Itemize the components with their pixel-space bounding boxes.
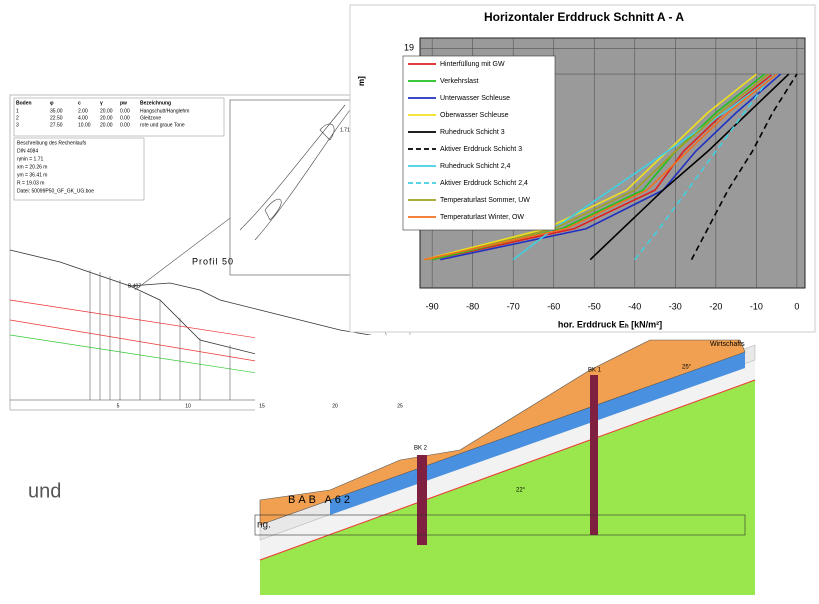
- info-box: [13, 137, 145, 201]
- table-cell: 10.00: [78, 122, 91, 128]
- borehole: [417, 455, 427, 545]
- table-cell: Gleitzone: [140, 115, 161, 121]
- info-line: DIN 4084: [17, 148, 38, 154]
- table-cell: 4.00: [78, 115, 88, 121]
- series-line: [512, 73, 778, 261]
- profile-band: [254, 514, 746, 536]
- table-cell: 35.00: [50, 108, 63, 114]
- text-fragment: ng.: [257, 520, 271, 531]
- section-drawing: [254, 335, 760, 597]
- angle-label: 25°: [682, 365, 692, 371]
- legend-label: Temperaturlast Sommer, UW: [440, 197, 530, 204]
- series-line: [423, 73, 757, 261]
- series-line: [634, 73, 774, 261]
- chart-title: Horizontaler Erddruck Schnitt A - A: [484, 10, 684, 24]
- table-cell: 1: [16, 108, 19, 114]
- y-tick-label: 19: [404, 43, 414, 53]
- slices: [89, 270, 231, 400]
- axis-label: 25: [397, 403, 403, 409]
- x-tick-label: 0: [794, 301, 799, 311]
- table-header: Bezeichnung: [140, 100, 171, 106]
- legend-label: Aktiver Erddruck Schicht 2,4: [440, 180, 528, 187]
- borehole-label: BK 1: [588, 368, 602, 374]
- contours: [239, 104, 351, 241]
- table-header: γ: [100, 100, 103, 106]
- table-header: c: [78, 100, 81, 106]
- axis-label: 15: [259, 403, 265, 409]
- x-tick-label: -10: [750, 301, 763, 311]
- table-header: pw: [120, 100, 127, 106]
- table-cell: 20.00: [100, 115, 113, 121]
- x-tick-label: -40: [628, 301, 641, 311]
- series-line: [440, 73, 782, 261]
- series-line: [427, 73, 770, 261]
- table-cell: 0.00: [120, 108, 130, 114]
- table-cell: 3: [16, 122, 19, 128]
- angle-label: 22°: [516, 488, 526, 494]
- x-tick-label: -30: [669, 301, 682, 311]
- inset: [229, 99, 356, 276]
- axis-label: 20: [332, 403, 338, 409]
- legend-label: Aktiver Erddruck Schicht 3: [440, 146, 522, 153]
- info-line: xm = 20.26 m: [17, 164, 47, 170]
- x-tick-label: -60: [547, 301, 560, 311]
- table-cell: 0.00: [120, 115, 130, 121]
- table-cell: 22.50: [50, 115, 63, 121]
- series-line: [423, 73, 778, 261]
- table-cell: 0.00: [120, 122, 130, 128]
- x-axis-label: hor. Erddruck Eₕ [kN/m²]: [558, 319, 662, 329]
- table-cell: rote und graue Tone: [140, 122, 185, 128]
- layer-green: [260, 380, 755, 595]
- table-header: Boden: [16, 100, 32, 106]
- section-label: Wirtschafts: [710, 341, 745, 348]
- layer-blue: [330, 352, 745, 515]
- factor-label: 1.71: [340, 127, 350, 133]
- layer-white: [260, 360, 755, 560]
- table-cell: 20.00: [100, 108, 113, 114]
- table-cell: 20.00: [100, 122, 113, 128]
- table-cell: 2: [16, 115, 19, 121]
- borehole-label: BK 2: [414, 446, 428, 452]
- legend-label: Ruhedruck Schicht 3: [440, 129, 505, 136]
- series-line: [690, 73, 798, 261]
- table-cell: 27.50: [50, 122, 63, 128]
- legend-label: Verkehrslast: [440, 78, 479, 85]
- table-box: [13, 97, 225, 137]
- legend-label: Unterwasser Schleuse: [440, 95, 510, 102]
- series-line: [589, 73, 790, 261]
- x-tick-label: -20: [709, 301, 722, 311]
- x-tick-label: -50: [588, 301, 601, 311]
- layer-orange: [259, 339, 746, 526]
- table-cell: Hangschutt/Hanglehm: [140, 108, 189, 114]
- info-line: R = 19.03 m: [17, 180, 44, 186]
- text-fragment: und: [28, 480, 61, 502]
- table-header: φ: [50, 100, 54, 106]
- y-axis-label: m]: [357, 76, 366, 86]
- road-label: BAB A62: [288, 494, 353, 506]
- legend-label: Hinterfüllung mit GW: [440, 61, 505, 68]
- profile-drawing: [9, 94, 411, 411]
- slip-line: [259, 379, 756, 561]
- legend: [402, 55, 556, 231]
- legend-label: Oberwasser Schleuse: [440, 112, 509, 119]
- terrain: [129, 282, 401, 341]
- axis-label: 10: [185, 403, 191, 409]
- axis-label: 5: [117, 403, 120, 409]
- x-tick-label: -70: [507, 301, 520, 311]
- x-tick-label: -90: [426, 301, 439, 311]
- legend-label: Ruhedruck Schicht 2,4: [440, 163, 511, 170]
- info-line: ym = 36.41 m: [17, 172, 47, 178]
- info-line: Datei: 50099P50_GF_GK_UG.boe: [17, 188, 94, 194]
- borehole: [590, 375, 598, 535]
- legend-label: Temperaturlast Winter, OW: [440, 214, 524, 221]
- info-title: Beschreibung des Rechenlaufs: [17, 140, 87, 146]
- borehole-label: B 407: [128, 283, 141, 289]
- x-tick-label: -80: [466, 301, 479, 311]
- profile-title: Profil 50: [192, 256, 234, 266]
- info-line: ηmin = 1.71: [17, 156, 43, 162]
- table-cell: 2.00: [78, 108, 88, 114]
